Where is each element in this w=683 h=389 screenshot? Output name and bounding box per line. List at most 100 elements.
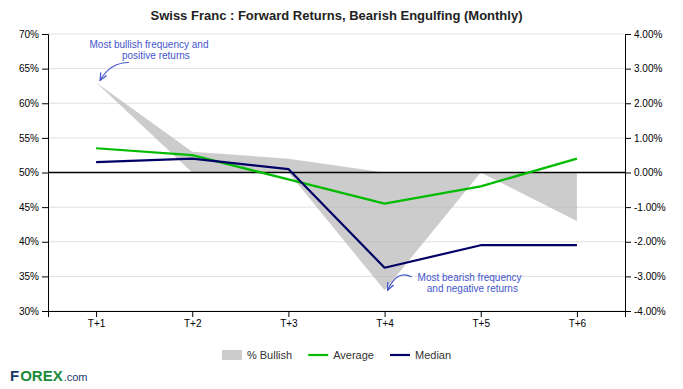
tick: 2.00% [625,98,662,109]
tick-label: 0.00% [634,167,662,178]
grid-line [48,137,625,138]
tick: 60% [19,98,48,109]
grid [48,34,625,311]
reference-line [48,172,625,174]
footer-text: OREX [20,367,63,384]
tick-mark [625,34,631,35]
tick-mark [42,34,48,35]
grid-line [48,103,625,104]
grid-line [48,172,625,173]
legend-item: Average [308,349,374,361]
tick: T+3 [280,311,298,329]
tick-label: -3.00% [634,271,666,282]
axis-line [49,312,626,318]
tick-mark [625,173,631,174]
tick-label: -2.00% [634,236,666,247]
tick-mark [42,311,48,312]
tick-mark [625,138,631,139]
tick-label: T+5 [472,318,490,329]
legend-label: % Bullish [247,349,292,361]
tick-mark [192,311,193,317]
legend-swatch [390,354,410,356]
tick-label: 4.00% [634,29,662,40]
tick-label: 65% [19,63,39,74]
tick-mark [42,276,48,277]
tick-label: T+1 [88,318,106,329]
tick: 4.00% [625,29,662,40]
grid-line [48,34,625,35]
tick-mark [625,103,631,104]
annotation-line: Most bearish frequency [418,272,522,283]
legend-item: % Bullish [222,349,292,361]
tick: 55% [19,133,48,144]
tick: 3.00% [625,63,662,74]
tick-label: 70% [19,29,39,40]
tick: 50% [19,167,48,178]
tick-label: 3.00% [634,63,662,74]
tick: 65% [19,63,48,74]
tick-label: 50% [19,167,39,178]
tick-label: 2.00% [634,98,662,109]
annotation-line: and negative returns [421,283,518,294]
annotation-arrow [100,62,129,80]
tick-mark [288,311,289,317]
tick-label: -1.00% [634,202,666,213]
chart: Swiss Franc : Forward Returns, Bearish E… [0,0,683,389]
tick-mark [625,207,631,208]
tick-mark [577,311,578,317]
grid-line [48,68,625,69]
tick-label: 1.00% [634,133,662,144]
tick-label: 45% [19,202,39,213]
annotation-line: Most bullish frequency and [89,39,208,50]
axis-line [42,35,49,312]
tick-mark [42,173,48,174]
annotation: Most bearish frequency and negative retu… [418,272,522,294]
tick: T+5 [472,311,490,329]
tick: 0.00% [625,167,662,178]
tick-mark [96,311,97,317]
y2-axis: -4.00% -3.00% -2.00% -1.00% 0.00% 1.00% 2.00% 3… [625,29,666,317]
tick-label: T+2 [184,318,202,329]
tick-mark [625,242,631,243]
plot: 30%35%40%45%50%55%60%65%70%-4.00%-3.00%-… [19,29,666,329]
annotation-arrow [388,275,412,290]
tick-mark [42,138,48,139]
legend-swatch [308,354,328,356]
annotation-line: positive returns [108,50,190,61]
legend-label: Average [333,349,374,361]
tick-mark [481,311,482,317]
tick-mark [625,276,631,277]
title: Swiss Franc : Forward Returns, Bearish E… [151,8,523,23]
tick-mark [42,242,48,243]
legend: % Bullish Average Median [222,349,451,361]
tick: 40% [19,236,48,247]
x-axis: T+1 T+2 T+3 T+4 T+5 T+6 [49,311,626,329]
tick-label: T+6 [569,318,587,329]
tick-mark [42,207,48,208]
tick: 30% [19,306,48,317]
line [96,148,577,203]
tick-label: -4.00% [634,306,666,317]
tick: T+2 [184,311,202,329]
tick: -3.00% [625,271,666,282]
tick: -2.00% [625,236,666,247]
annotations: Most bullish frequency and positive retu… [89,39,521,294]
tick-label: 40% [19,236,39,247]
marks [48,82,625,290]
tick: 35% [19,271,48,282]
annotation: Most bullish frequency and positive retu… [89,39,208,61]
tick-label: 35% [19,271,39,282]
tick: T+6 [569,311,587,329]
axis-line [626,35,632,312]
tick-label: 60% [19,98,39,109]
area [96,82,577,290]
tick: T+4 [376,311,394,329]
legend-label: Median [415,349,451,361]
footer-text: F [10,367,19,384]
y-axis: 30% 35% 40% 45% 50% 55% 60% 65% 70% [19,29,49,317]
tick: 70% [19,29,48,40]
grid-line [48,276,625,277]
tick: -4.00% [625,306,666,317]
grid-line [48,241,625,242]
tick-label: T+3 [280,318,298,329]
